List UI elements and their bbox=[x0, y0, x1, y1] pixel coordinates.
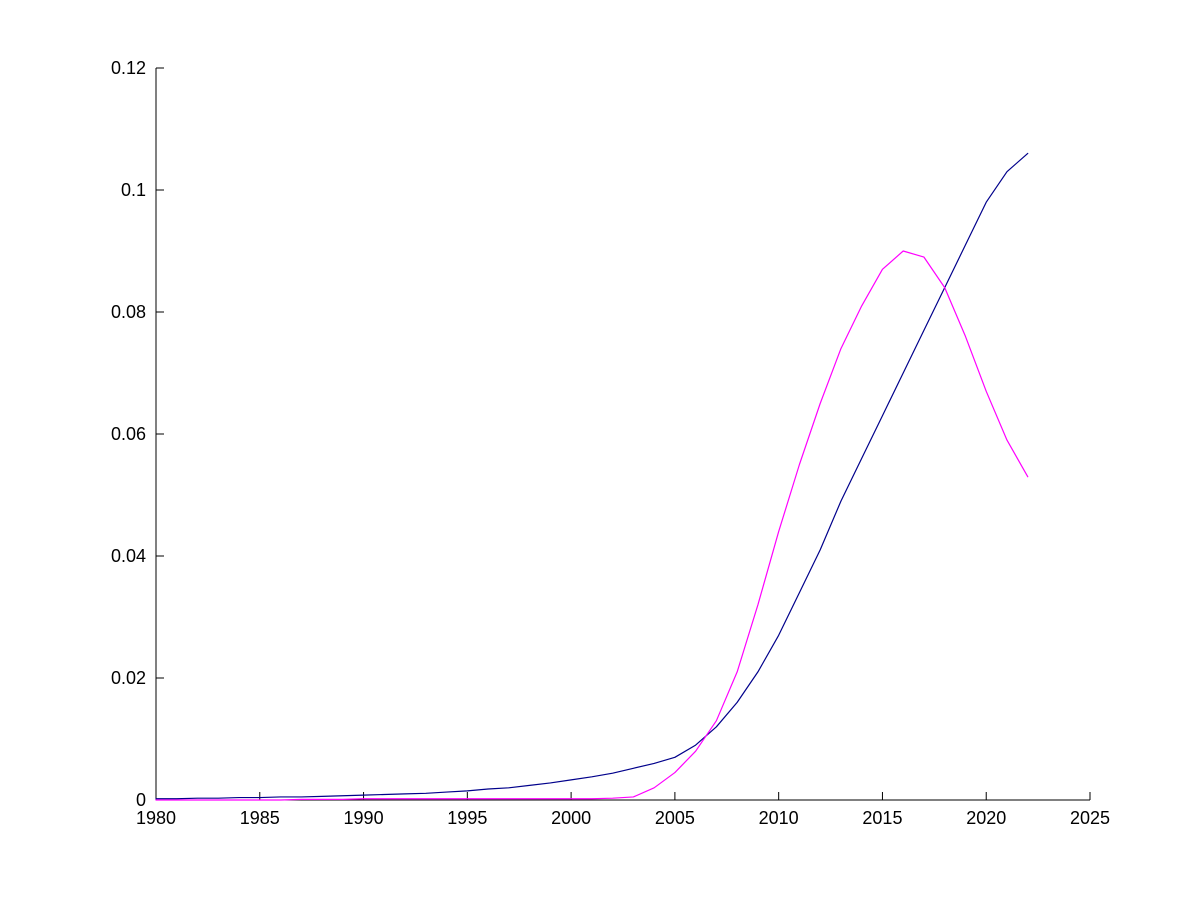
series-line-cumulative-series bbox=[155, 152, 1029, 800]
y-tick-label: 0.08 bbox=[111, 302, 146, 322]
y-tick-label: 0.12 bbox=[111, 58, 146, 78]
x-tick-label: 1995 bbox=[447, 808, 487, 828]
y-tick-label: 0.1 bbox=[121, 180, 146, 200]
y-tick-label: 0.04 bbox=[111, 546, 146, 566]
x-tick-label: 2005 bbox=[655, 808, 695, 828]
labels-layer: 1980 1985 1990 1995 2000 2005 2010 2015 2020 2025… bbox=[111, 58, 1110, 828]
y-tick-label: 0 bbox=[136, 790, 146, 810]
series-layer bbox=[155, 152, 1029, 801]
x-tick-label: 2025 bbox=[1070, 808, 1110, 828]
y-tick-label: 0.06 bbox=[111, 424, 146, 444]
axes-layer bbox=[155, 67, 1091, 801]
x-tick-label: 2020 bbox=[966, 808, 1006, 828]
x-tick-label: 2000 bbox=[551, 808, 591, 828]
x-tick-label: 1980 bbox=[136, 808, 176, 828]
x-tick-label: 2015 bbox=[862, 808, 902, 828]
series-line-annual-series bbox=[155, 250, 1029, 801]
x-tick-label: 1985 bbox=[240, 808, 280, 828]
y-tick-label: 0.02 bbox=[111, 668, 146, 688]
x-tick-label: 2010 bbox=[759, 808, 799, 828]
x-tick-label: 1990 bbox=[344, 808, 384, 828]
